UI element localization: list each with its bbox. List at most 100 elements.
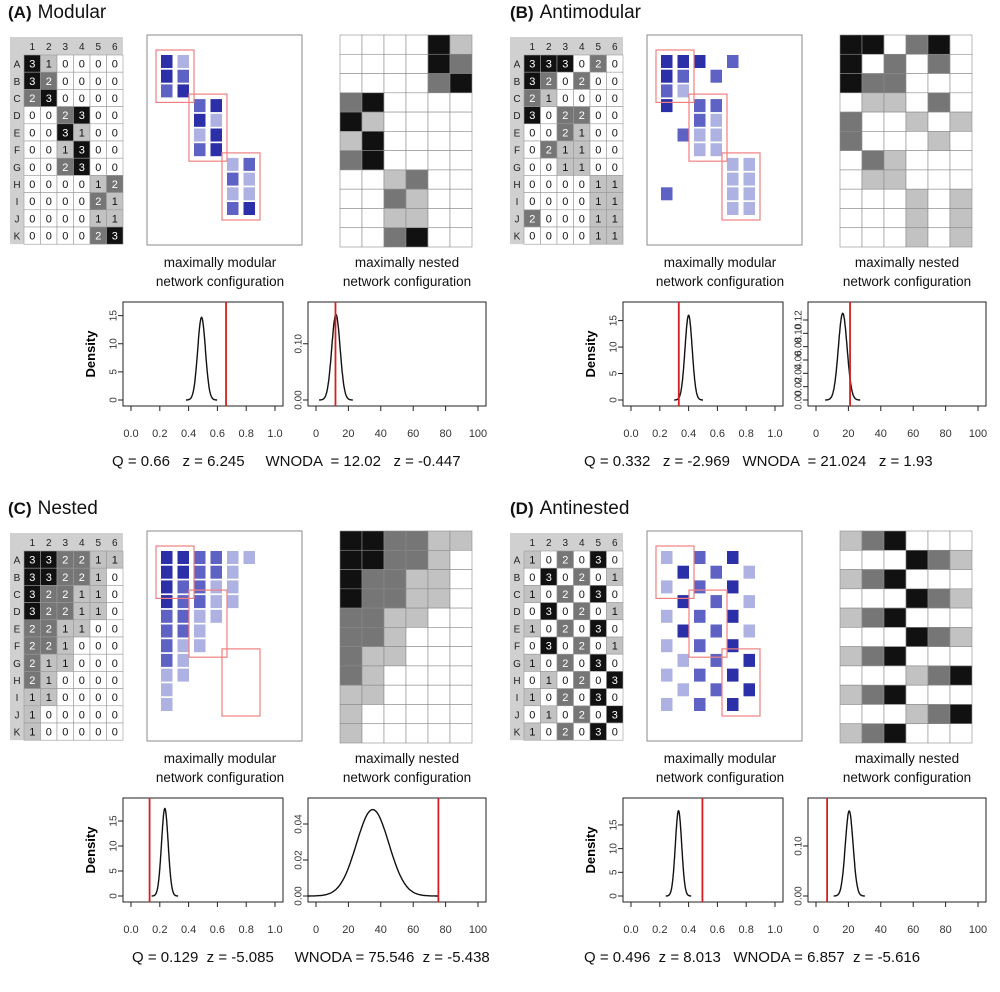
- modular-cell: [661, 639, 673, 653]
- nested-cell: [905, 73, 929, 94]
- cell-value: 1: [29, 692, 35, 704]
- nested-cell: [883, 150, 907, 171]
- cell-value: 2: [595, 59, 601, 71]
- nested-cell: [927, 704, 951, 725]
- cell-value: 2: [62, 606, 68, 618]
- cell-value: 0: [529, 231, 535, 243]
- modular-cell: [227, 551, 239, 564]
- x-tick-label: 80: [939, 924, 951, 936]
- cell-value: 0: [79, 76, 85, 88]
- cell-value: 2: [579, 76, 585, 88]
- x-tick-label: 1.0: [267, 428, 282, 440]
- col-label: 1: [529, 538, 535, 549]
- modular-cell: [710, 128, 722, 142]
- nested-cell: [449, 169, 473, 190]
- nested-cell: [927, 53, 951, 74]
- nested-cell: [839, 665, 863, 686]
- row-label: B: [14, 573, 21, 584]
- nested-cell: [405, 665, 429, 686]
- nested-cell: [839, 530, 863, 551]
- modular-cell: [194, 580, 206, 594]
- cell-value: 0: [95, 145, 101, 157]
- nested-cell: [883, 723, 907, 744]
- nested-cell: [405, 227, 429, 248]
- q-z: z = -2.969: [662, 453, 730, 470]
- cell-value: 0: [46, 727, 52, 739]
- row-label: I: [16, 197, 19, 208]
- nested-cell: [905, 665, 929, 686]
- cell-value: 1: [79, 606, 85, 618]
- nested-cell: [339, 73, 363, 94]
- y-tick-label: 10: [609, 843, 620, 855]
- cell-value: 0: [595, 572, 601, 584]
- nested-cell: [383, 607, 407, 628]
- cell-value: 2: [562, 589, 568, 601]
- modular-cell: [227, 595, 239, 609]
- row-label: H: [513, 676, 520, 687]
- x-tick-label: 100: [469, 924, 487, 936]
- cell-value: 2: [579, 709, 585, 721]
- modular-cell: [694, 639, 706, 653]
- q-value: Q = 0.332: [584, 453, 651, 470]
- nested-cell: [449, 723, 473, 744]
- cell-value: 2: [29, 623, 35, 635]
- nested-cell: [883, 169, 907, 190]
- y-tick-label: 0.10: [294, 334, 305, 354]
- y-tick-label: 0: [609, 893, 620, 899]
- caption-line: maximally modular: [163, 255, 277, 270]
- nested-cell: [339, 627, 363, 647]
- y-tick-label: 5: [609, 869, 620, 875]
- nested-cell: [427, 607, 451, 628]
- cell-value: 0: [595, 641, 601, 653]
- x-tick-label: 0.2: [652, 428, 667, 440]
- cell-value: 0: [62, 692, 68, 704]
- cell-value: 0: [562, 641, 568, 653]
- nested-cell: [427, 131, 451, 151]
- cell-value: 0: [112, 93, 118, 105]
- modular-cell: [743, 202, 755, 215]
- cell-value: 3: [562, 59, 568, 71]
- nested-cell: [361, 92, 385, 113]
- nested-cell: [883, 131, 907, 151]
- col-header-band: [524, 37, 623, 55]
- nested-cell: [339, 549, 363, 570]
- cell-value: 0: [62, 196, 68, 208]
- cell-value: 3: [595, 555, 601, 567]
- cell-value: 0: [112, 589, 118, 601]
- modular-cell: [177, 84, 189, 98]
- nested-cell: [383, 227, 407, 248]
- nested-cell: [427, 588, 451, 609]
- cell-value: 3: [529, 76, 535, 88]
- cell-value: 1: [579, 145, 585, 157]
- modular-cell: [727, 157, 739, 171]
- module-box: [188, 93, 228, 162]
- nested-cell: [861, 208, 885, 229]
- nested-cell: [949, 34, 973, 55]
- nested-configuration: [339, 530, 473, 744]
- cell-value: 0: [79, 709, 85, 721]
- cell-value: 1: [579, 127, 585, 139]
- modular-cell: [177, 565, 189, 579]
- nested-cell: [927, 549, 951, 570]
- modular-cell: [227, 157, 239, 171]
- nested-cell: [905, 53, 929, 74]
- cell-value: 0: [562, 231, 568, 243]
- y-tick-label: 0.12: [794, 310, 805, 330]
- modular-cell: [210, 99, 222, 113]
- nested-cell: [927, 92, 951, 113]
- cell-value: 0: [95, 692, 101, 704]
- q-value: Q = 0.129: [132, 949, 199, 966]
- modular-cell: [710, 624, 722, 638]
- cell-value: 3: [46, 555, 52, 567]
- nested-cell: [883, 208, 907, 229]
- panel-figure: 1 2 3 4 5 6A 3 1 0 0 0 0B 3 2 0 0 0 0C 2 3 0 0 0 0D 0 0 2 3 0 0E 0 0 3 1 0…: [10, 34, 487, 440]
- matrix-cell: [606, 722, 624, 741]
- nested-cell: [861, 665, 885, 686]
- modular-cell: [243, 187, 255, 201]
- nested-cell: [361, 53, 385, 74]
- modular-cell: [161, 595, 173, 609]
- row-label: J: [515, 710, 520, 721]
- modular-cell: [710, 99, 722, 113]
- x-tick-label: 60: [407, 924, 419, 936]
